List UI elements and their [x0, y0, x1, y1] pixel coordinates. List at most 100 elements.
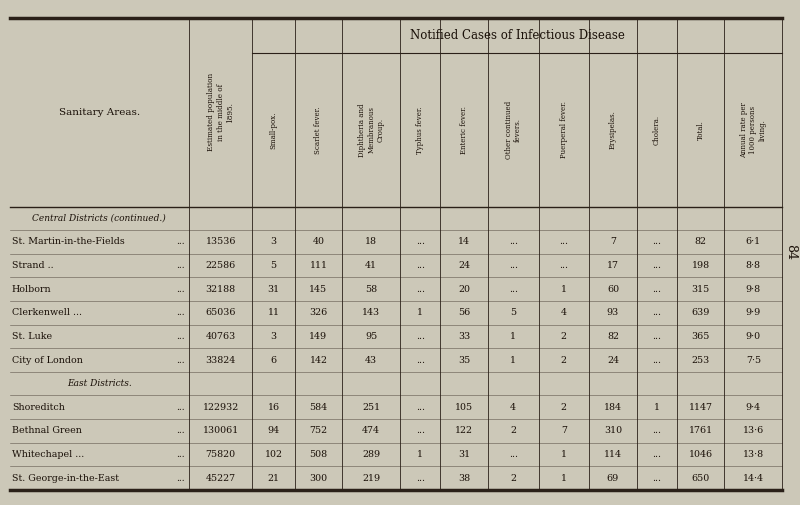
- Text: 95: 95: [365, 332, 378, 341]
- Text: Bethnal Green: Bethnal Green: [12, 426, 82, 435]
- Text: 33: 33: [458, 332, 470, 341]
- Text: ...: ...: [416, 261, 425, 270]
- Text: 14·4: 14·4: [743, 474, 764, 483]
- Text: 58: 58: [365, 285, 378, 294]
- Text: 752: 752: [310, 426, 327, 435]
- Text: 1: 1: [561, 285, 567, 294]
- Text: 18: 18: [365, 237, 377, 246]
- Text: Cholera.: Cholera.: [653, 115, 661, 145]
- Text: 22586: 22586: [206, 261, 236, 270]
- Text: 114: 114: [604, 450, 622, 459]
- Text: 9·8: 9·8: [746, 285, 761, 294]
- Text: 111: 111: [310, 261, 327, 270]
- Text: ...: ...: [652, 426, 662, 435]
- Text: 65036: 65036: [206, 308, 236, 317]
- Text: Enteric fever.: Enteric fever.: [460, 106, 468, 154]
- Text: St. Martin-in-the-Fields: St. Martin-in-the-Fields: [12, 237, 125, 246]
- Text: 639: 639: [691, 308, 710, 317]
- Text: ...: ...: [177, 285, 185, 294]
- Text: 13·6: 13·6: [742, 426, 764, 435]
- Text: ...: ...: [177, 426, 185, 435]
- Text: 584: 584: [310, 402, 327, 412]
- Text: 315: 315: [691, 285, 710, 294]
- Text: Central Districts (continued.): Central Districts (continued.): [33, 214, 166, 223]
- Text: Whitechapel ...: Whitechapel ...: [12, 450, 84, 459]
- Text: ...: ...: [177, 332, 185, 341]
- Text: 1147: 1147: [689, 402, 713, 412]
- Text: ...: ...: [416, 474, 425, 483]
- Text: Erysipelas.: Erysipelas.: [609, 111, 617, 149]
- Text: ...: ...: [177, 261, 185, 270]
- Text: 149: 149: [310, 332, 327, 341]
- Text: Annual rate per
1000 persons
living.: Annual rate per 1000 persons living.: [740, 102, 766, 158]
- Text: 1046: 1046: [689, 450, 713, 459]
- Text: 43: 43: [365, 356, 378, 365]
- Text: 7·5: 7·5: [746, 356, 761, 365]
- Text: 5: 5: [270, 261, 277, 270]
- Text: Shoreditch: Shoreditch: [12, 402, 65, 412]
- Text: ...: ...: [652, 237, 662, 246]
- Text: 1: 1: [561, 474, 567, 483]
- Text: Sanitary Areas.: Sanitary Areas.: [58, 108, 140, 117]
- Text: 184: 184: [604, 402, 622, 412]
- Text: 38: 38: [458, 474, 470, 483]
- Text: 326: 326: [310, 308, 327, 317]
- Text: 9·9: 9·9: [746, 308, 761, 317]
- Text: Clerkenwell ...: Clerkenwell ...: [12, 308, 82, 317]
- Text: 2: 2: [561, 356, 567, 365]
- Text: ...: ...: [416, 356, 425, 365]
- Text: ...: ...: [509, 285, 518, 294]
- Text: 21: 21: [267, 474, 279, 483]
- Text: 1: 1: [418, 450, 423, 459]
- Text: ...: ...: [416, 402, 425, 412]
- Text: 142: 142: [310, 356, 327, 365]
- Text: 310: 310: [604, 426, 622, 435]
- Text: 56: 56: [458, 308, 470, 317]
- Text: 35: 35: [458, 356, 470, 365]
- Text: 122: 122: [455, 426, 473, 435]
- Text: 1: 1: [510, 332, 516, 341]
- Text: Holborn: Holborn: [12, 285, 52, 294]
- Text: Puerperal fever.: Puerperal fever.: [560, 102, 568, 158]
- Text: 75820: 75820: [206, 450, 236, 459]
- Text: 13536: 13536: [206, 237, 236, 246]
- Text: 145: 145: [310, 285, 327, 294]
- Text: 33824: 33824: [206, 356, 236, 365]
- Text: 2: 2: [561, 402, 567, 412]
- Text: 474: 474: [362, 426, 380, 435]
- Text: ...: ...: [652, 332, 662, 341]
- Text: 45227: 45227: [206, 474, 236, 483]
- Text: 20: 20: [458, 285, 470, 294]
- Text: 6: 6: [270, 356, 277, 365]
- Text: 3: 3: [270, 237, 277, 246]
- Text: 40: 40: [313, 237, 325, 246]
- Text: ...: ...: [177, 474, 185, 483]
- Text: 1: 1: [418, 308, 423, 317]
- Text: 130061: 130061: [202, 426, 239, 435]
- Text: 69: 69: [607, 474, 619, 483]
- Text: ...: ...: [416, 332, 425, 341]
- Text: 4: 4: [561, 308, 567, 317]
- Text: City of London: City of London: [12, 356, 83, 365]
- Text: ...: ...: [177, 450, 185, 459]
- Text: 143: 143: [362, 308, 380, 317]
- Text: Diphtheria and
Membranous
Croup.: Diphtheria and Membranous Croup.: [358, 103, 384, 157]
- Text: 4: 4: [510, 402, 516, 412]
- Text: 40763: 40763: [206, 332, 236, 341]
- Text: ...: ...: [509, 450, 518, 459]
- Text: 84: 84: [784, 244, 797, 261]
- Text: 1761: 1761: [689, 426, 713, 435]
- Text: 219: 219: [362, 474, 380, 483]
- Text: 60: 60: [607, 285, 619, 294]
- Text: 94: 94: [267, 426, 279, 435]
- Text: 289: 289: [362, 450, 380, 459]
- Text: 365: 365: [691, 332, 710, 341]
- Text: 9·4: 9·4: [746, 402, 761, 412]
- Text: Small-pox.: Small-pox.: [270, 111, 278, 148]
- Text: East Districts.: East Districts.: [67, 379, 132, 388]
- Text: 105: 105: [455, 402, 473, 412]
- Text: 41: 41: [365, 261, 377, 270]
- Text: Estimated population
in the middle of
1895.: Estimated population in the middle of 18…: [207, 73, 234, 151]
- Text: Typhus fever.: Typhus fever.: [416, 106, 424, 154]
- Text: ...: ...: [177, 308, 185, 317]
